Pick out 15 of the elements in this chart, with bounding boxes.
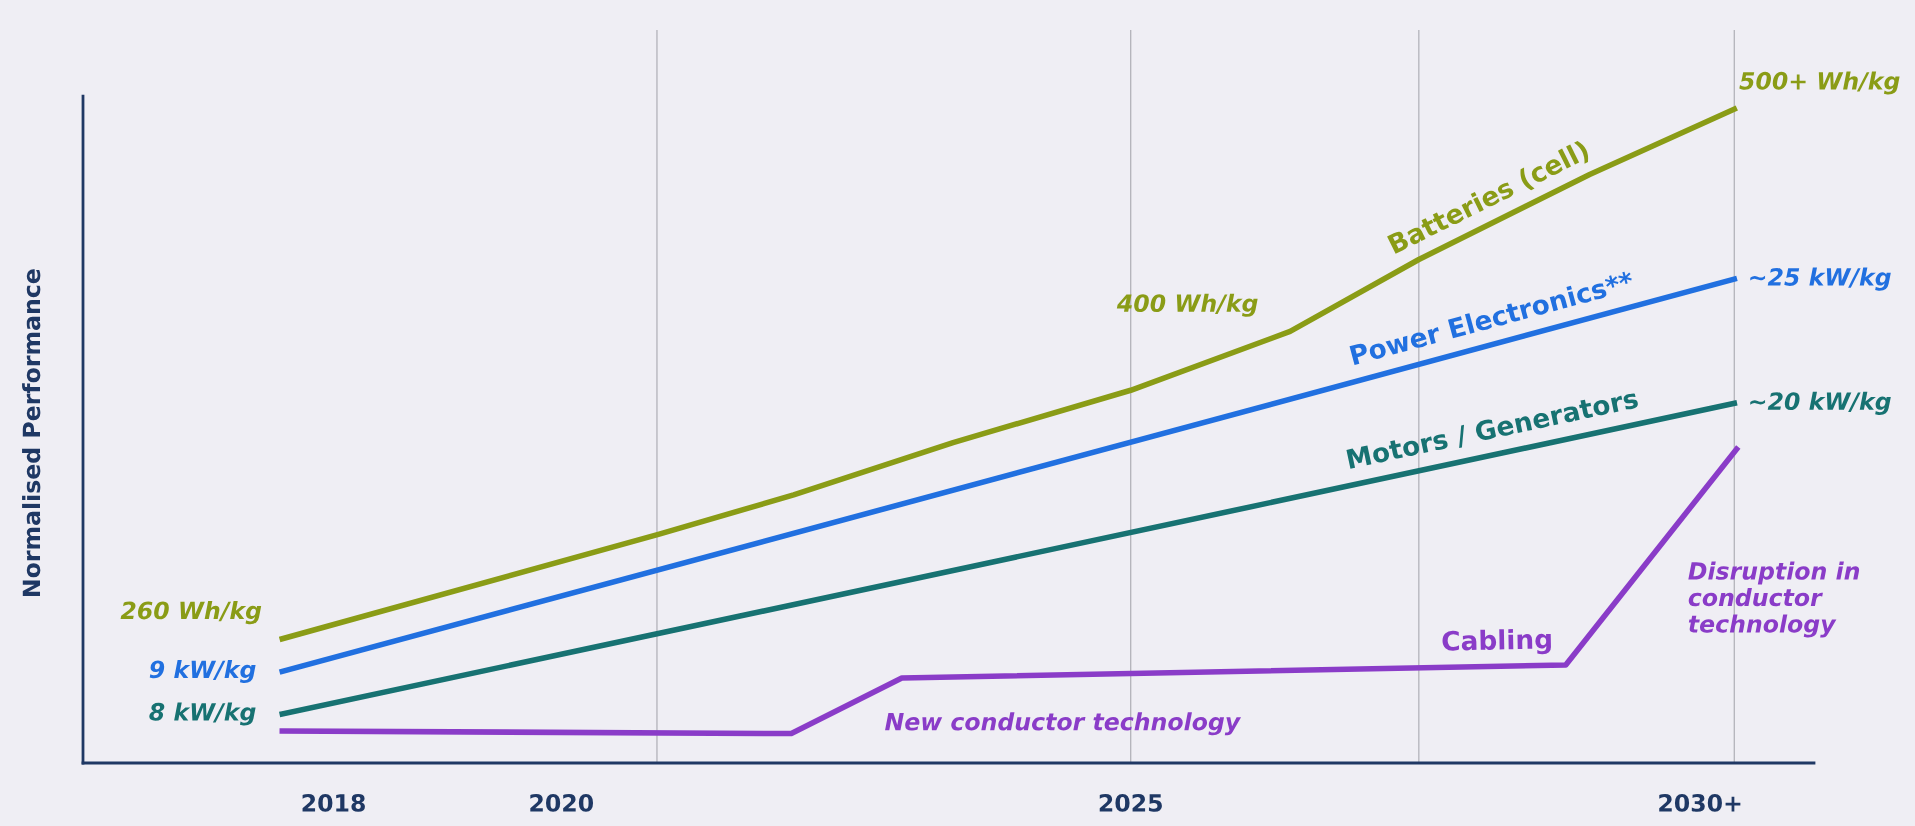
x-tick-label: 2018 [302,793,365,812]
y-axis-title: Normalised Performance [22,269,41,596]
annotation: New conductor technology [885,712,1242,736]
x-tick-label: 2020 [530,793,594,812]
annotation: 9 kW/kg [149,659,256,683]
x-tick-label: 2025 [1099,793,1162,812]
text: 500+ Wh/kg [1739,71,1900,95]
series-label: Cabling [1442,628,1552,657]
annotation: ~25 kW/kg [1750,267,1891,291]
annotation: 260 Wh/kg [120,601,262,625]
x-tick-label: 2030+ [1659,793,1741,812]
annotation: 8 kW/kg [149,702,256,726]
annotation: ~20 kW/kg [1750,391,1891,415]
annotation: Disruption in conductor technology [1688,561,1860,638]
annotation: 400 Wh/kg [1116,293,1258,317]
